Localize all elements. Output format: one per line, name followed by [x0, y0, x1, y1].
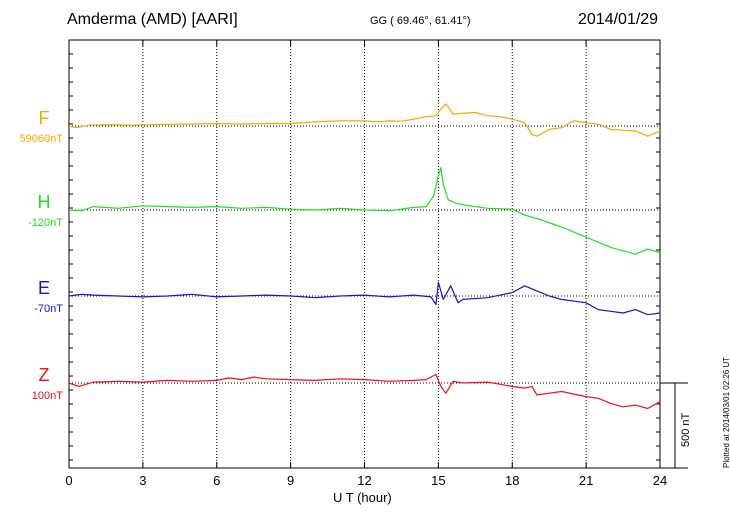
series-baseline-label-f: 59060nT [20, 133, 64, 145]
x-tick-label: 18 [505, 473, 519, 488]
series-name-z: Z [39, 365, 50, 385]
station-coords: GG ( 69.46°, 61.41°) [370, 15, 471, 27]
chart-date: 2014/01/29 [578, 11, 659, 28]
series-line-h [68, 166, 661, 255]
series-name-h: H [38, 192, 51, 212]
series-name-e: E [38, 278, 50, 298]
x-tick-label: 6 [213, 473, 220, 488]
x-tick-label: 0 [65, 473, 72, 488]
x-tick-label: 24 [653, 473, 667, 488]
plotted-timestamp: Plotted at 2014/03/01 02:26 UT [722, 356, 730, 468]
x-tick-label: 21 [579, 473, 593, 488]
x-tick-label: 12 [357, 473, 371, 488]
x-tick-label: 3 [139, 473, 146, 488]
series-line-f [68, 103, 661, 137]
x-tick-label: 15 [431, 473, 445, 488]
scale-bar-label: 500 nT [680, 412, 692, 447]
x-axis-label: U T (hour) [333, 490, 392, 505]
series-name-f: F [39, 108, 50, 128]
series-baseline-label-h: -120nT [28, 217, 63, 229]
series-line-e [68, 281, 661, 316]
series-baseline-label-e: -70nT [34, 303, 63, 315]
x-tick-label: 9 [287, 473, 294, 488]
series-line-z [68, 373, 661, 410]
station-title: Amderma (AMD) [AARI] [67, 11, 238, 28]
series-baseline-label-z: 100nT [32, 390, 63, 402]
